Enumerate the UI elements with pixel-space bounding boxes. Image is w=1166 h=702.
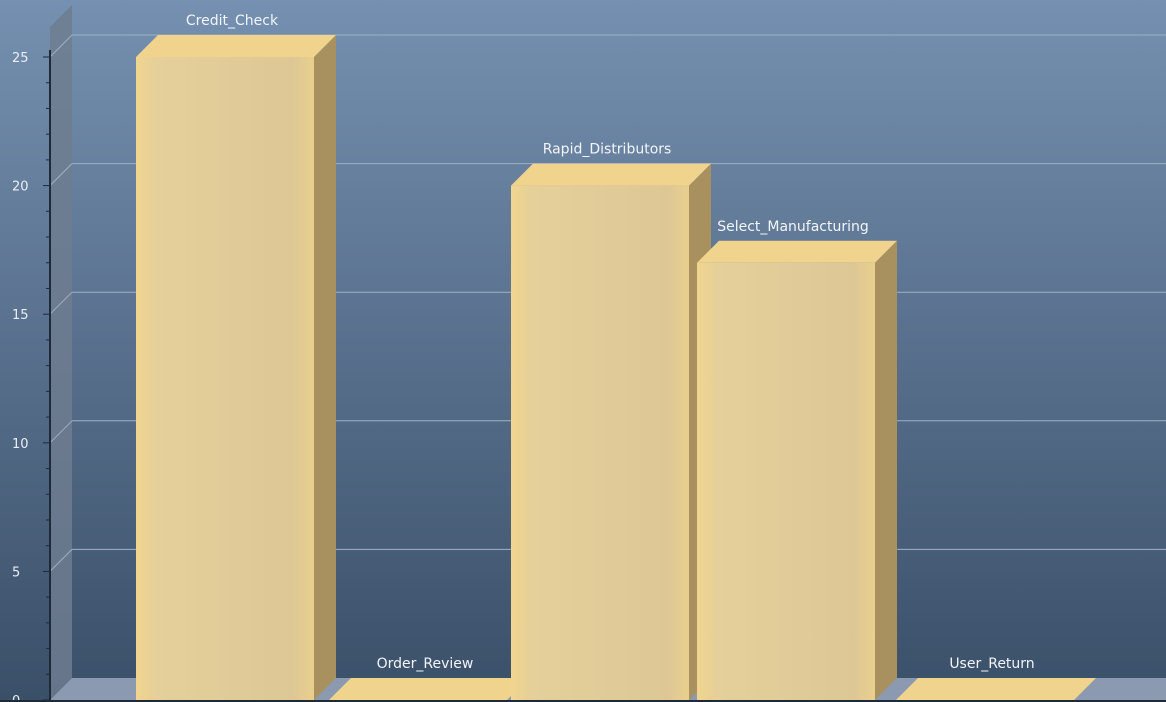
y-tick-label: 5 xyxy=(12,565,20,580)
bar-data-label: Credit_Check xyxy=(186,13,279,29)
gridline-depth xyxy=(49,549,73,572)
left-wall xyxy=(50,5,72,700)
gridline-depth xyxy=(49,34,73,58)
gridline-depth xyxy=(49,420,73,444)
bar xyxy=(511,185,689,701)
bar xyxy=(136,57,314,700)
bar xyxy=(329,678,529,700)
bar-side xyxy=(314,35,336,700)
bar-data-label: Order_Review xyxy=(377,656,474,672)
gridline-depth xyxy=(49,291,73,315)
y-tick-label: 10 xyxy=(12,437,29,452)
bar-side xyxy=(875,240,897,700)
gridline-depth xyxy=(49,163,73,186)
bar-top xyxy=(511,163,711,186)
bar-data-label: User_Return xyxy=(949,656,1034,672)
bar-top xyxy=(136,35,336,57)
y-tick-label: 15 xyxy=(12,308,29,323)
y-tick-label: 25 xyxy=(12,51,29,66)
y-tick-label: 20 xyxy=(12,180,29,195)
bar-data-label: Select_Manufacturing xyxy=(717,219,869,235)
bar-top xyxy=(697,240,897,263)
bar xyxy=(896,678,1096,700)
y-tick-label: 0 xyxy=(12,694,20,702)
bar xyxy=(697,262,875,700)
bar-data-label: Rapid_Distributors xyxy=(543,142,672,158)
